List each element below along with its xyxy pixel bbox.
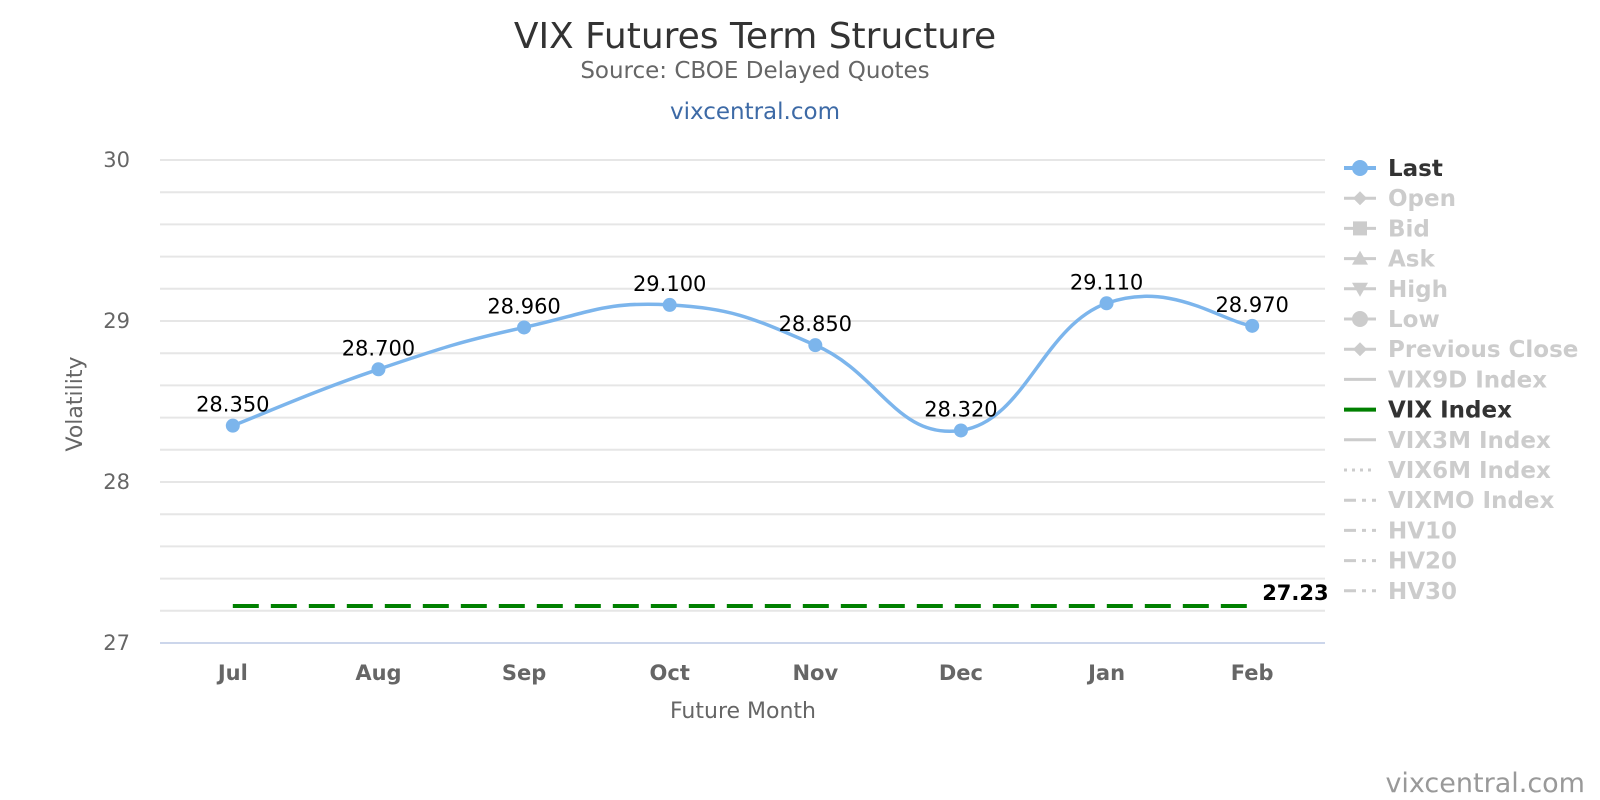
x-tick-label: Feb	[1231, 661, 1274, 685]
legend-item[interactable]: High	[1344, 277, 1448, 303]
legend-label: Bid	[1388, 216, 1430, 242]
x-tick-label: Aug	[355, 661, 401, 685]
legend-label: Ask	[1388, 247, 1435, 273]
legend-item[interactable]: HV10	[1344, 518, 1457, 544]
last-series-point[interactable]	[517, 320, 532, 335]
legend-triangle-icon	[1352, 250, 1368, 265]
legend-item[interactable]: Bid	[1344, 216, 1430, 242]
last-data-label: 29.110	[1070, 270, 1143, 294]
last-series-point[interactable]	[808, 338, 823, 353]
legend-diamond-icon	[1353, 342, 1367, 357]
y-tick-label: 29	[103, 309, 130, 333]
last-data-label: 28.970	[1215, 293, 1288, 317]
legend-item[interactable]: Ask	[1344, 247, 1435, 273]
legend-label: HV20	[1388, 549, 1457, 575]
legend-label: VIX3M Index	[1388, 428, 1551, 454]
y-tick-label: 28	[103, 470, 130, 494]
legend-circle-icon	[1352, 311, 1368, 327]
legend-label: VIX Index	[1388, 398, 1512, 424]
legend-item[interactable]: Previous Close	[1344, 337, 1578, 363]
legend-label: Last	[1388, 156, 1443, 182]
last-data-label: 28.960	[487, 294, 560, 318]
legend-label: VIX6M Index	[1388, 458, 1551, 484]
legend-square-icon	[1353, 221, 1367, 236]
legend-label: Low	[1388, 307, 1440, 333]
legend-diamond-icon	[1353, 191, 1367, 206]
x-tick-label: Oct	[650, 661, 690, 685]
last-series-point[interactable]	[953, 423, 968, 438]
x-axis-title: Future Month	[670, 699, 816, 724]
legend-item[interactable]: HV20	[1344, 549, 1457, 575]
x-tick-label: Jan	[1086, 661, 1125, 685]
legend-item[interactable]: HV30	[1344, 579, 1457, 605]
x-tick-label: Jul	[216, 661, 248, 685]
x-tick-label: Dec	[939, 661, 983, 685]
legend-label: Open	[1388, 186, 1456, 212]
legend: Last Open Bid Ask High Low Previous Close VIX9D…	[1344, 156, 1578, 605]
last-data-label: 28.320	[924, 397, 997, 421]
source-link[interactable]: vixcentral.com	[670, 99, 840, 125]
series: 27.23 28.350 28.700 28.960 29.100 28.850 28.32…	[196, 270, 1329, 608]
y-tick-label: 27	[103, 631, 130, 655]
gridlines	[160, 159, 1325, 644]
last-series-point[interactable]	[1245, 318, 1260, 333]
last-series-point[interactable]	[1099, 296, 1114, 311]
last-series-point[interactable]	[662, 297, 677, 312]
legend-item[interactable]: VIXMO Index	[1344, 488, 1555, 514]
vix-index-value-label: 27.23	[1262, 581, 1328, 605]
last-data-label: 29.100	[633, 272, 706, 296]
legend-item[interactable]: Last	[1344, 156, 1443, 182]
legend-circle-icon	[1352, 160, 1368, 176]
legend-label: VIX9D Index	[1388, 367, 1547, 393]
last-series-point[interactable]	[371, 362, 386, 377]
last-data-label: 28.350	[196, 393, 269, 417]
legend-label: HV10	[1388, 518, 1457, 544]
x-tick-label: Sep	[502, 661, 546, 685]
last-series-point[interactable]	[225, 418, 240, 433]
chart-title: VIX Futures Term Structure	[514, 16, 996, 57]
credit-link[interactable]: vixcentral.com	[1385, 768, 1585, 799]
y-axis-ticks: 27 28 29 30	[103, 148, 130, 655]
chart-subtitle: Source: CBOE Delayed Quotes	[580, 58, 929, 84]
legend-item[interactable]: VIX6M Index	[1344, 458, 1551, 484]
legend-label: HV30	[1388, 579, 1457, 605]
legend-item[interactable]: VIX9D Index	[1344, 367, 1547, 393]
legend-triangle-down-icon	[1352, 282, 1368, 297]
legend-label: VIXMO Index	[1388, 488, 1555, 514]
last-data-label: 28.700	[342, 336, 415, 360]
legend-item[interactable]: VIX3M Index	[1344, 428, 1551, 454]
legend-item[interactable]: Low	[1344, 307, 1440, 333]
x-tick-label: Nov	[792, 661, 838, 685]
y-axis-title: Volatility	[63, 356, 88, 451]
x-axis-ticks: Jul Aug Sep Oct Nov Dec Jan Feb	[216, 661, 1274, 685]
y-tick-label: 30	[103, 148, 130, 172]
legend-item[interactable]: Open	[1344, 186, 1456, 212]
last-series-line	[232, 294, 1253, 434]
legend-label: Previous Close	[1388, 337, 1578, 363]
last-data-label: 28.850	[779, 312, 852, 336]
legend-label: High	[1388, 277, 1448, 303]
legend-item[interactable]: VIX Index	[1344, 398, 1512, 424]
